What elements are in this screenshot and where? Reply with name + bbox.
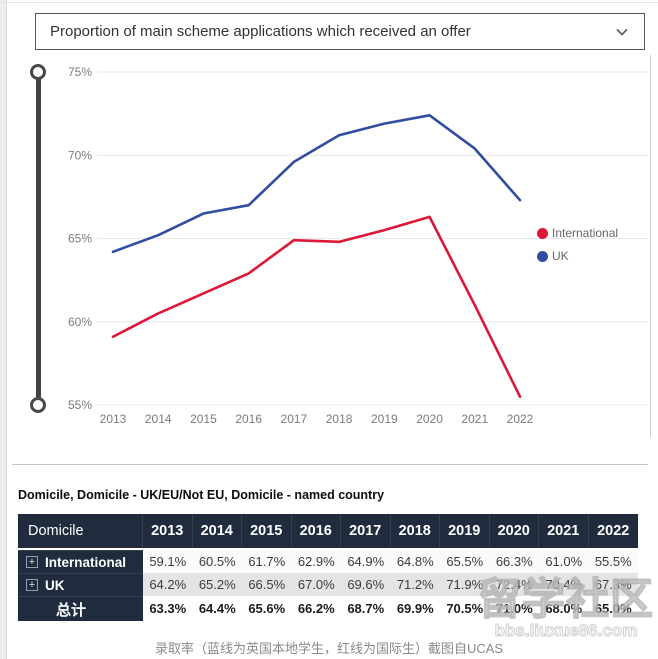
- table-header-year[interactable]: 2020: [489, 514, 539, 548]
- table-header-year[interactable]: 2014: [192, 514, 242, 548]
- table-title: Domicile, Domicile - UK/EU/Not EU, Domic…: [18, 488, 385, 502]
- chevron-down-icon[interactable]: [614, 24, 630, 40]
- y-axis-label: 60%: [68, 315, 92, 329]
- chart-legend: International UK: [537, 226, 618, 263]
- legend-label: UK: [552, 249, 569, 263]
- legend-dot-icon: [537, 250, 548, 262]
- table-cell: 68.0%: [539, 596, 589, 621]
- table-header-year[interactable]: 2019: [440, 514, 490, 548]
- x-axis-label: 2017: [281, 412, 308, 426]
- table-cell: 60.5%: [192, 550, 242, 573]
- table-cell: 61.0%: [539, 550, 589, 573]
- table-cell: 62.9%: [291, 550, 341, 573]
- image-caption: 录取率（蓝线为英国本地学生，红线为国际生）截图自UCAS: [154, 641, 504, 656]
- row-label-uk[interactable]: + UK: [18, 573, 143, 596]
- domicile-matrix-table: Domicile 2013 2014 2015 2016 2017 2018 2019 2020…: [18, 514, 638, 621]
- x-axis-label: 2019: [371, 412, 398, 426]
- legend-item-uk[interactable]: UK: [537, 249, 618, 263]
- section-divider: [12, 464, 648, 465]
- x-axis-label: 2022: [507, 412, 534, 426]
- table-row-international: + International 59.1% 60.5% 61.7% 62.9% 64.9% 6…: [18, 550, 638, 573]
- table-cell: 67.0%: [291, 573, 341, 596]
- row-label-text: 总计: [56, 601, 87, 619]
- table-cell: 71.9%: [440, 573, 490, 596]
- expand-icon[interactable]: +: [26, 556, 38, 568]
- table-header-domicile[interactable]: Domicile: [18, 514, 143, 548]
- legend-item-international[interactable]: International: [537, 226, 618, 240]
- y-range-slider-handle-bottom[interactable]: [30, 397, 46, 413]
- table-cell: 67.3%: [588, 573, 638, 596]
- page-left-gutter: [0, 0, 7, 659]
- table-cell: 65.0%: [588, 596, 638, 621]
- table-cell: 65.5%: [440, 550, 490, 573]
- row-label-text: International: [45, 554, 127, 570]
- x-axis-label: 2021: [461, 412, 488, 426]
- table-cell: 65.6%: [242, 596, 292, 621]
- metric-dropdown[interactable]: Proportion of main scheme applications w…: [35, 13, 645, 50]
- table-cell: 65.2%: [192, 573, 242, 596]
- table-cell: 70.4%: [539, 573, 589, 596]
- y-axis-label: 55%: [68, 398, 92, 412]
- table-row-uk: + UK 64.2% 65.2% 66.5% 67.0% 69.6% 71.2% 71.9% 72…: [18, 573, 638, 596]
- table-header-year[interactable]: 2016: [291, 514, 341, 548]
- y-axis-label: 75%: [68, 65, 92, 79]
- table-cell: 66.3%: [489, 550, 539, 573]
- row-label-international[interactable]: + International: [18, 550, 143, 573]
- table-header-year[interactable]: 2013: [143, 514, 193, 548]
- table-cell: 63.3%: [143, 596, 193, 621]
- x-axis-label: 2016: [235, 412, 262, 426]
- table-header-year[interactable]: 2015: [242, 514, 292, 548]
- table-cell: 68.7%: [341, 596, 391, 621]
- chart-container-border: [650, 55, 651, 437]
- table-cell: 64.9%: [341, 550, 391, 573]
- table-cell: 64.8%: [390, 550, 440, 573]
- x-axis-label: 2013: [100, 412, 127, 426]
- table-cell: 59.1%: [143, 550, 193, 573]
- legend-label: International: [552, 226, 619, 240]
- expand-icon[interactable]: +: [26, 579, 38, 591]
- metric-dropdown-value: Proportion of main scheme applications w…: [50, 23, 471, 40]
- table-cell: 70.5%: [440, 596, 490, 621]
- page-top-border: [0, 2, 658, 3]
- table-row-total: 总计 63.3% 64.4% 65.6% 66.2% 68.7% 69.9% 70.5% 71.…: [18, 596, 638, 621]
- table-cell: 69.9%: [390, 596, 440, 621]
- table-cell: 55.5%: [588, 550, 638, 573]
- table-header-year[interactable]: 2022: [588, 514, 638, 548]
- y-range-slider-handle-top[interactable]: [30, 64, 46, 80]
- table-cell: 66.5%: [242, 573, 292, 596]
- table-cell: 61.7%: [242, 550, 292, 573]
- y-axis-label: 65%: [68, 232, 92, 246]
- table-header-gap: [18, 548, 638, 550]
- y-range-slider-track[interactable]: [36, 74, 41, 404]
- table-cell: 71.0%: [489, 596, 539, 621]
- x-axis-label: 2018: [326, 412, 353, 426]
- table-cell: 64.4%: [192, 596, 242, 621]
- table-cell: 69.6%: [341, 573, 391, 596]
- series-line-uk: [111, 113, 522, 254]
- legend-dot-icon: [537, 227, 548, 239]
- table-header-year[interactable]: 2017: [341, 514, 391, 548]
- table-header-year[interactable]: 2021: [539, 514, 589, 548]
- row-label-total[interactable]: 总计: [18, 596, 143, 621]
- table-cell: 72.4%: [489, 573, 539, 596]
- x-axis-label: 2015: [190, 412, 217, 426]
- table-header-row: Domicile 2013 2014 2015 2016 2017 2018 2019 2020…: [18, 514, 638, 548]
- x-axis-label: 2020: [416, 412, 443, 426]
- table-cell: 66.2%: [291, 596, 341, 621]
- row-label-text: UK: [45, 577, 65, 593]
- table-cell: 64.2%: [143, 573, 193, 596]
- x-axis-label: 2014: [145, 412, 172, 426]
- table-cell: 71.2%: [390, 573, 440, 596]
- series-line-international: [111, 215, 522, 398]
- table-header-year[interactable]: 2018: [390, 514, 440, 548]
- y-axis-label: 70%: [68, 148, 92, 162]
